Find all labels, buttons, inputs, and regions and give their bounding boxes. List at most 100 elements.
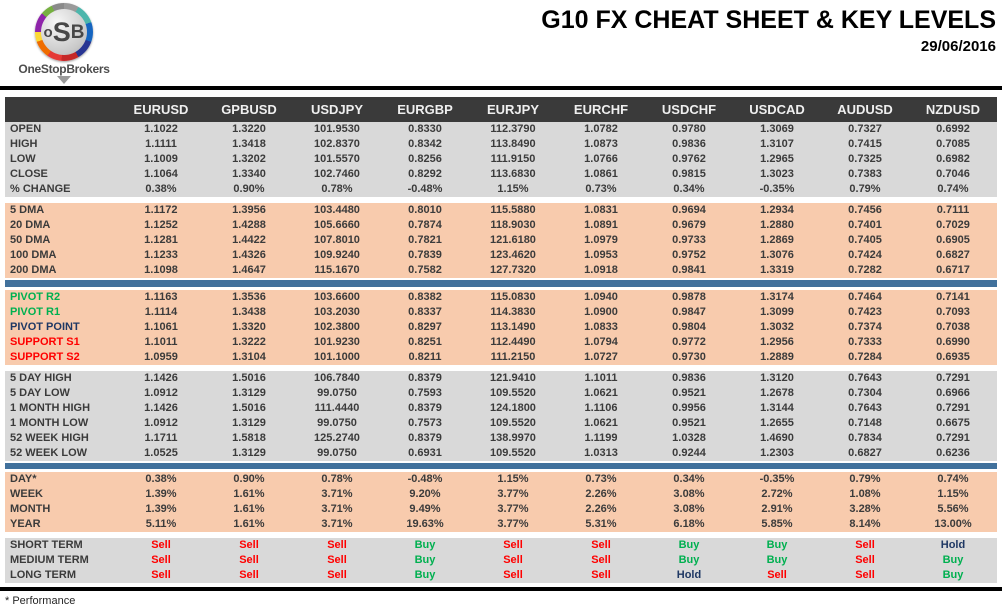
row-label: 1 MONTH LOW <box>5 415 117 431</box>
value-cell: 1.61% <box>205 517 293 532</box>
value-cell: 2.26% <box>557 487 645 502</box>
value-cell: 0.7093 <box>909 304 997 320</box>
row-label: 52 WEEK LOW <box>5 445 117 462</box>
value-cell: Buy <box>381 538 469 553</box>
value-cell: 121.9410 <box>469 370 557 386</box>
value-cell: 1.0313 <box>557 445 645 462</box>
value-cell: 1.2889 <box>733 349 821 365</box>
value-cell: 0.7405 <box>821 233 909 248</box>
value-cell: 1.1711 <box>117 430 205 446</box>
value-cell: 1.0621 <box>557 415 645 431</box>
value-cell: 1.1064 <box>117 167 205 182</box>
value-cell: 1.1098 <box>117 263 205 279</box>
value-cell: 113.6830 <box>469 167 557 182</box>
value-cell: 0.8382 <box>381 288 469 305</box>
value-cell: 1.0979 <box>557 233 645 248</box>
value-cell: 1.1114 <box>117 304 205 320</box>
value-cell: 1.0766 <box>557 152 645 167</box>
table-row: 200 DMA 1.1098 1.4647 115.1670 0.7582 127.732… <box>5 263 997 279</box>
value-cell: 1.1022 <box>117 122 205 137</box>
value-cell: 1.3104 <box>205 349 293 365</box>
value-cell: Hold <box>909 538 997 553</box>
value-cell: 123.4620 <box>469 248 557 263</box>
value-cell: 0.7839 <box>381 248 469 263</box>
value-cell: 6.18% <box>645 517 733 532</box>
value-cell: Buy <box>381 553 469 568</box>
value-cell: 0.7424 <box>821 248 909 263</box>
row-label: 50 DMA <box>5 233 117 248</box>
column-header-usdjpy: USDJPY <box>293 97 381 122</box>
table-row: 1 MONTH LOW 1.0912 1.3129 99.0750 0.7573 109.… <box>5 415 997 431</box>
row-label: SUPPORT S1 <box>5 334 117 350</box>
table-row: 5 DMA 1.1172 1.3956 103.4480 0.8010 115.5880 1… <box>5 203 997 218</box>
row-label: PIVOT R2 <box>5 288 117 305</box>
value-cell: 1.1111 <box>117 137 205 152</box>
value-cell: 1.0959 <box>117 349 205 365</box>
row-label: PIVOT POINT <box>5 319 117 335</box>
value-cell: 0.8379 <box>381 430 469 446</box>
value-cell: 1.3956 <box>205 203 293 218</box>
value-cell: 0.8211 <box>381 349 469 365</box>
value-cell: 0.7141 <box>909 288 997 305</box>
value-cell: 115.0830 <box>469 288 557 305</box>
row-label: DAY* <box>5 470 117 487</box>
value-cell: 1.2965 <box>733 152 821 167</box>
table-row: 50 DMA 1.1281 1.4422 107.8010 0.7821 121.6180… <box>5 233 997 248</box>
value-cell: 1.39% <box>117 502 205 517</box>
value-cell: 0.8256 <box>381 152 469 167</box>
value-cell: Sell <box>733 568 821 583</box>
value-cell: 0.8337 <box>381 304 469 320</box>
value-cell: 1.61% <box>205 487 293 502</box>
logo-pin-icon <box>57 76 71 84</box>
value-cell: 1.3220 <box>205 122 293 137</box>
value-cell: -0.48% <box>381 470 469 487</box>
title-block: G10 FX CHEAT SHEET & KEY LEVELS 29/06/20… <box>541 6 996 55</box>
value-cell: 109.5520 <box>469 445 557 462</box>
column-header-nzdusd: NZDUSD <box>909 97 997 122</box>
value-cell: 1.3144 <box>733 400 821 416</box>
table-header-row: EURUSD GPBUSD USDJPY EURGBP EURJPY EURCHF USDC… <box>5 97 997 122</box>
value-cell: 0.6717 <box>909 263 997 279</box>
value-cell: 1.1011 <box>117 334 205 350</box>
value-cell: 0.90% <box>205 470 293 487</box>
value-cell: 1.5818 <box>205 430 293 446</box>
value-cell: Buy <box>909 568 997 583</box>
value-cell: 1.3418 <box>205 137 293 152</box>
value-cell: 0.7029 <box>909 218 997 233</box>
value-cell: 1.15% <box>469 182 557 197</box>
value-cell: Buy <box>733 553 821 568</box>
value-cell: 1.1009 <box>117 152 205 167</box>
value-cell: 1.3129 <box>205 445 293 462</box>
top-divider-rule <box>0 86 1002 90</box>
value-cell: Sell <box>469 553 557 568</box>
value-cell: 103.2030 <box>293 304 381 320</box>
row-label: 52 WEEK HIGH <box>5 430 117 446</box>
value-cell: 99.0750 <box>293 415 381 431</box>
value-cell: 0.8297 <box>381 319 469 335</box>
value-cell: Buy <box>645 553 733 568</box>
value-cell: Sell <box>117 553 205 568</box>
value-cell: 0.7383 <box>821 167 909 182</box>
value-cell: 0.7291 <box>909 430 997 446</box>
value-cell: 0.78% <box>293 470 381 487</box>
row-label: YEAR <box>5 517 117 532</box>
value-cell: 1.3320 <box>205 319 293 335</box>
value-cell: 0.6236 <box>909 445 997 462</box>
value-cell: 1.0918 <box>557 263 645 279</box>
value-cell: Sell <box>205 538 293 553</box>
section-divider-bar <box>5 278 997 290</box>
value-cell: 0.9847 <box>645 304 733 320</box>
row-label: 5 DMA <box>5 203 117 218</box>
value-cell: 1.3222 <box>205 334 293 350</box>
value-cell: 111.2150 <box>469 349 557 365</box>
row-label: CLOSE <box>5 167 117 182</box>
value-cell: 9.20% <box>381 487 469 502</box>
value-cell: 0.8342 <box>381 137 469 152</box>
value-cell: 1.3107 <box>733 137 821 152</box>
row-label: % CHANGE <box>5 182 117 197</box>
value-cell: 0.9730 <box>645 349 733 365</box>
table-row: SUPPORT S2 1.0959 1.3104 101.1000 0.8211 111.… <box>5 349 997 365</box>
value-cell: 109.5520 <box>469 415 557 431</box>
page-title: G10 FX CHEAT SHEET & KEY LEVELS <box>541 6 996 34</box>
